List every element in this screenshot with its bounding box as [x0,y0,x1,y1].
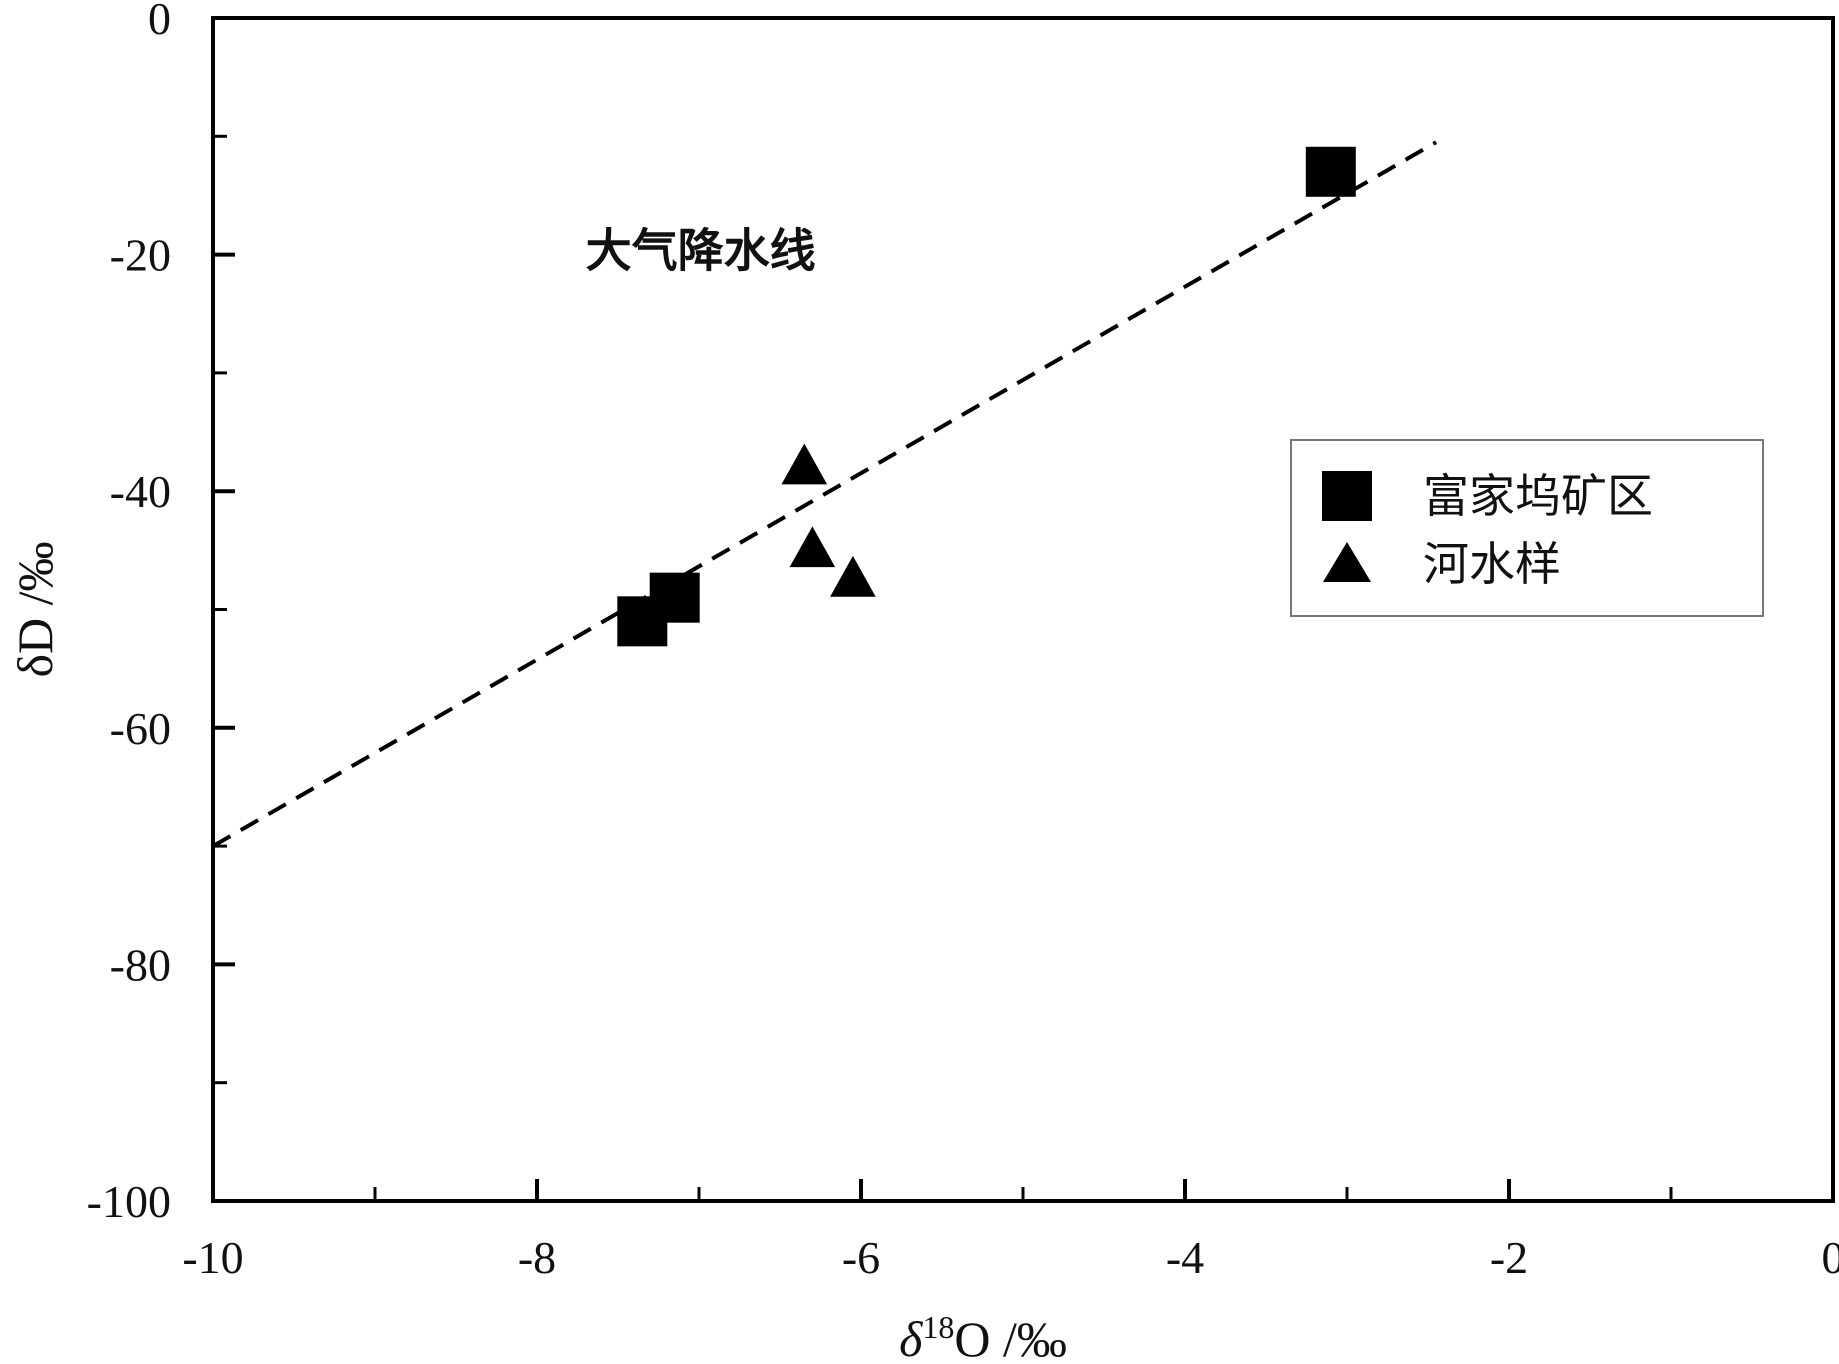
meteoric-water-line [212,140,1438,848]
annotations: 大气降水线 [586,223,816,277]
x-tick-label: -8 [518,1232,556,1283]
x-axis: -10 -8 -6 -4 -2 0 [182,1179,1839,1283]
legend-label: 富家坞矿区 [1423,469,1653,523]
y-axis: 0 -20 -40 -60 -80 -100 [87,0,235,1227]
legend-square-marker [1322,471,1372,521]
x-tick-label: -2 [1490,1232,1528,1283]
square-point [617,596,668,647]
y-tick-label: -40 [110,466,171,517]
y-tick-label: -60 [110,703,171,754]
reference-lines [212,140,1438,848]
x-tick-label: 0 [1822,1232,1839,1283]
y-tick-label: -20 [110,230,171,281]
x-tick-label: -10 [182,1232,243,1283]
x-tick-label: -4 [1166,1232,1204,1283]
y-axis-label: δD /‰ [7,541,63,677]
line-annotation: 大气降水线 [586,223,816,277]
legend-triangle-marker [1323,542,1371,582]
square-point [1305,146,1356,197]
x-tick-label: -6 [842,1232,880,1283]
axis-labels: δ18O /‰ δD /‰ [7,541,1067,1364]
y-tick-label: -80 [110,939,171,990]
triangle-point [789,526,836,568]
triangle-point [830,555,876,597]
triangle-point [781,443,828,485]
y-tick-label: 0 [148,0,171,44]
x-axis-label: δ18O /‰ [899,1309,1067,1364]
data-points [617,146,1356,647]
legend-box [1290,439,1764,617]
legend-label: 河水样 [1423,537,1561,591]
y-tick-label: -100 [87,1176,171,1227]
